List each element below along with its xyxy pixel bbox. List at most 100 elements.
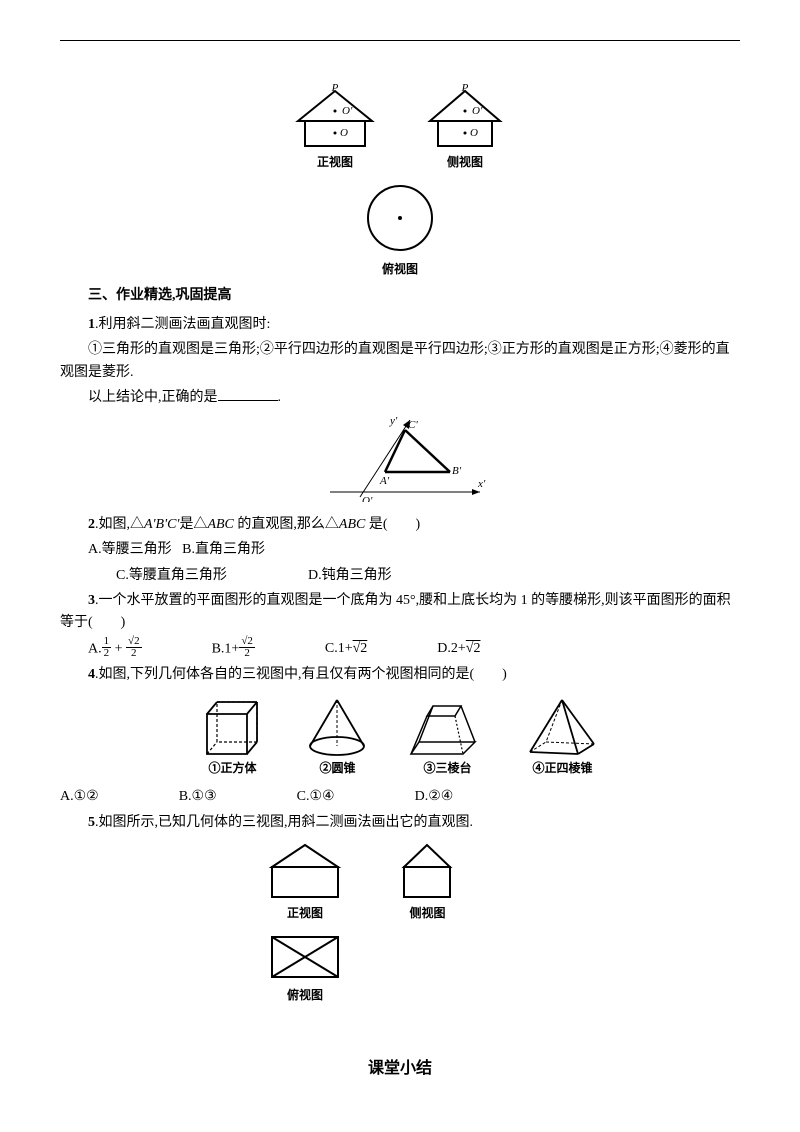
cube-svg	[195, 694, 270, 759]
q1-tail-suffix: .	[278, 390, 282, 405]
q1-body: ①三角形的直观图是三角形;②平行四边形的直观图是平行四边形;③正方形的直观图是正…	[60, 339, 740, 384]
q2-x: x'	[477, 478, 486, 490]
q3-stem: .一个水平放置的平面图形的直观图是一个底角为 45°,腰和上底长均为 1 的等腰…	[60, 593, 731, 630]
q3-C-sqrt: √2	[353, 641, 368, 656]
q2-opts2: C.等腰直角三角形D.钝角三角形	[60, 565, 740, 587]
q4-line: 4.如图,下列几何体各自的三视图中,有且仅有两个视图相同的是( )	[60, 664, 740, 686]
q4-D: D.②④	[415, 786, 454, 808]
top-figure-row1: P O' O 正视图 P O' O 侧视图	[60, 81, 740, 172]
q4-num: 4	[88, 667, 95, 682]
q4-opts: A.①② B.①③ C.①④ D.②④	[60, 786, 740, 808]
q2-sa: .如图,△	[95, 517, 144, 532]
q2-sc: 的直观图,那么△	[234, 517, 339, 532]
label-P2: P	[461, 82, 469, 94]
q2-A: A.等腰三角形	[88, 542, 172, 557]
side-view-caption: 侧视图	[447, 153, 483, 172]
q3-B-label: B.1+	[212, 641, 240, 656]
q5-row2: 俯视图	[260, 929, 350, 1005]
label-Oprime: O'	[342, 105, 353, 117]
frustum-svg	[405, 694, 490, 759]
q3-D-label: D.2+	[437, 641, 466, 656]
q2-y: y'	[389, 415, 398, 427]
q2-num: 2	[88, 517, 95, 532]
q5-figures: 正视图 侧视图 俯视图	[260, 837, 740, 1005]
front-view-caption: 正视图	[317, 153, 353, 172]
q3-optA: A.12 + √22	[88, 638, 142, 661]
label-P: P	[331, 82, 339, 94]
q2-C: C.等腰直角三角形	[88, 565, 308, 587]
q2-sb: 是△	[179, 517, 207, 532]
q4-cap1: ①正方体	[208, 759, 256, 778]
q5-top-cap: 俯视图	[287, 986, 323, 1005]
q5-side: 侧视图	[390, 837, 465, 923]
q2-diagram-wrap: x' y' O' A' B' C'	[60, 412, 740, 510]
q5-num: 5	[88, 815, 95, 830]
q5-side-cap: 侧视图	[409, 904, 445, 923]
q3-optB: B.1+√22	[212, 638, 255, 661]
q2-C: C'	[408, 419, 418, 431]
front-view-block: P O' O 正视图	[290, 81, 380, 172]
q4-frustum: ③三棱台	[405, 694, 490, 778]
q2-B: B'	[452, 465, 462, 477]
q2-diagram: x' y' O' A' B' C'	[310, 412, 490, 502]
q4-cube: ①正方体	[195, 694, 270, 778]
q4-cone: ②圆锥	[300, 694, 375, 778]
q1-blank[interactable]	[218, 400, 278, 401]
q3-opts: A.12 + √22 B.1+√22 C.1+√2 D.2+√2	[88, 638, 740, 661]
q3-optD: D.2+√2	[437, 638, 480, 660]
q2-opts1: A.等腰三角形 B.直角三角形	[60, 539, 740, 561]
q4-C: C.①④	[297, 786, 335, 808]
q5-side-svg	[390, 837, 465, 902]
q1-tail-prefix: 以上结论中,正确的是	[88, 390, 218, 405]
q1-stem: .利用斜二测画法画直观图时:	[95, 317, 270, 332]
label-O2: O	[470, 127, 478, 139]
q2-O: O'	[362, 495, 373, 502]
side-view-block: P O' O 侧视图	[420, 81, 510, 172]
q3-A-d2: 2	[126, 648, 142, 659]
q3-A-label: A.	[88, 641, 102, 656]
q4-stem: .如图,下列几何体各自的三视图中,有且仅有两个视图相同的是( )	[95, 667, 507, 682]
label-O: O	[340, 127, 348, 139]
q1-line1: 1.利用斜二测画法画直观图时:	[60, 314, 740, 336]
footer-title: 课堂小结	[60, 1056, 740, 1082]
q3-optC: C.1+√2	[325, 638, 367, 660]
q2-line: 2.如图,△A'B'C'是△ABC 的直观图,那么△ABC 是( )	[60, 514, 740, 536]
top-view-block: 俯视图	[360, 178, 440, 279]
q3-B-d: 2	[239, 648, 255, 659]
top-figure-row2: 俯视图	[60, 178, 740, 279]
q3-D-sqrt: √2	[466, 641, 481, 656]
q1-tail: 以上结论中,正确的是.	[60, 387, 740, 409]
q4-B: B.①③	[179, 786, 217, 808]
q5-front: 正视图	[260, 837, 350, 923]
q3-C-label: C.1+	[325, 641, 353, 656]
q2-apr: A'B'C'	[144, 517, 179, 532]
label-Oprime2: O'	[472, 105, 483, 117]
q4-cap4: ④正四棱锥	[532, 759, 592, 778]
q2-A: A'	[379, 475, 390, 487]
q2-sd: 是( )	[365, 517, 420, 532]
q3-A-d1: 2	[102, 648, 112, 659]
top-view-caption: 俯视图	[382, 260, 418, 279]
q4-cap2: ②圆锥	[319, 759, 355, 778]
side-view-svg: P O' O	[420, 81, 510, 151]
q3-line: 3.一个水平放置的平面图形的直观图是一个底角为 45°,腰和上底长均为 1 的等…	[60, 590, 740, 635]
q4-A: A.①②	[60, 786, 99, 808]
q5-top: 俯视图	[260, 929, 350, 1005]
q5-row1: 正视图 侧视图	[260, 837, 465, 923]
top-view-svg	[360, 178, 440, 258]
pyramid-svg	[520, 694, 605, 759]
page: P O' O 正视图 P O' O 侧视图	[0, 0, 800, 1132]
q5-front-svg	[260, 837, 350, 902]
q2-abc: ABC	[207, 517, 233, 532]
section3-heading: 三、作业精选,巩固提高	[60, 285, 740, 307]
front-view-svg: P O' O	[290, 81, 380, 151]
q5-stem: .如图所示,已知几何体的三视图,用斜二测画法画出它的直观图.	[95, 815, 473, 830]
q2-D: D.钝角三角形	[308, 568, 392, 583]
q5-line: 5.如图所示,已知几何体的三视图,用斜二测画法画出它的直观图.	[60, 812, 740, 834]
q4-pyramid: ④正四棱锥	[520, 694, 605, 778]
q5-top-svg	[260, 929, 350, 984]
q3-A-plus: +	[111, 641, 126, 656]
q5-front-cap: 正视图	[287, 904, 323, 923]
q3-num: 3	[88, 593, 95, 608]
top-rule	[60, 40, 740, 41]
